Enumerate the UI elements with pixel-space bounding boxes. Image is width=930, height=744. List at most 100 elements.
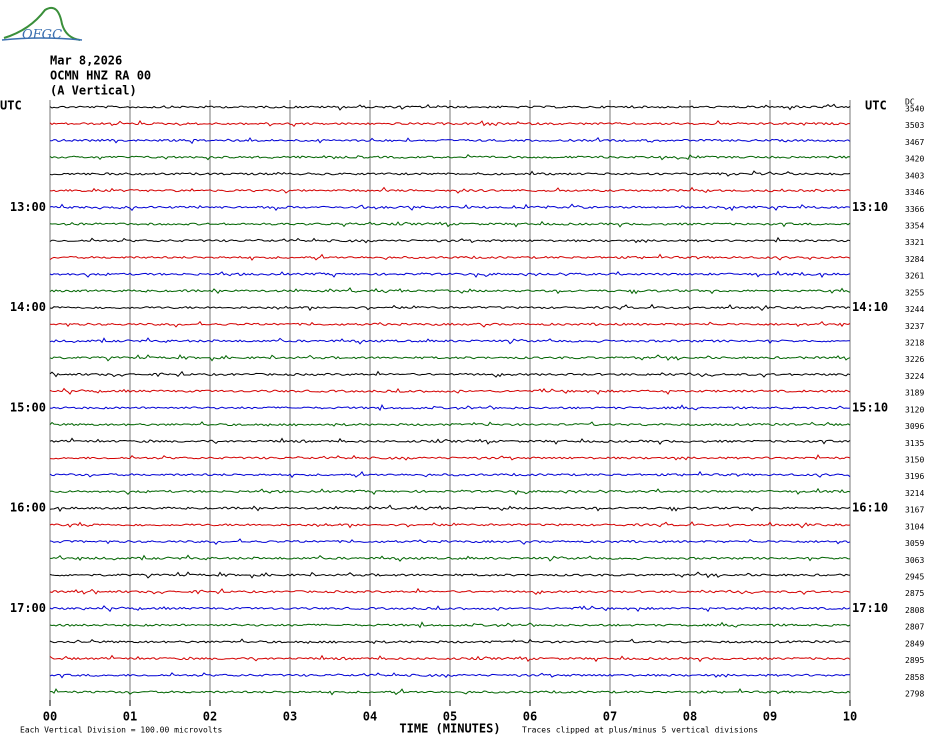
trace	[49, 320, 851, 328]
dc-value: 3196	[905, 472, 924, 481]
dc-value: 3135	[905, 439, 924, 448]
x-axis-title: TIME (MINUTES)	[399, 722, 500, 736]
trace	[49, 303, 851, 312]
dc-value: 2895	[905, 656, 924, 665]
dc-value: 2849	[905, 639, 924, 648]
dc-value: 2798	[905, 690, 924, 699]
x-tick-label: 04	[363, 710, 377, 724]
dc-value: 2808	[905, 606, 924, 615]
trace	[49, 403, 851, 412]
trace	[49, 220, 851, 228]
dc-value: 2945	[905, 573, 924, 582]
trace	[49, 337, 851, 345]
x-tick-label: 07	[603, 710, 617, 724]
right-time-label: 17:10	[852, 601, 888, 615]
trace	[49, 504, 851, 512]
left-time-label: 15:00	[10, 400, 46, 414]
trace	[49, 370, 851, 378]
labels: 00 01 02 03 04 05 06 07 08 09 10 3540 3503 3467 3420 34…	[10, 105, 925, 724]
x-tick-label: 00	[43, 710, 57, 724]
grid	[49, 100, 851, 706]
x-tick-label: 02	[203, 710, 217, 724]
x-tick-label: 06	[523, 710, 537, 724]
dc-value: 3244	[905, 305, 924, 314]
station: OCMN HNZ RA 00	[50, 69, 151, 83]
trace	[49, 521, 851, 529]
dc-value: 3540	[905, 105, 924, 114]
dc-value: 3237	[905, 322, 924, 331]
dc-value: 3096	[905, 422, 924, 431]
trace	[49, 638, 851, 645]
trace	[50, 554, 851, 562]
right-time-label: 16:10	[852, 501, 888, 515]
trace	[49, 454, 851, 461]
trace	[49, 203, 851, 212]
left-time-label: 16:00	[10, 501, 46, 515]
logo-mark	[1, 37, 83, 41]
dc-value: 3261	[905, 272, 924, 281]
trace	[49, 571, 851, 579]
trace	[49, 153, 851, 161]
dc-value: 3189	[905, 389, 924, 398]
dc-value: 3255	[905, 288, 924, 297]
right-time-label: 13:10	[852, 200, 888, 214]
dc-value: 3218	[905, 339, 924, 348]
dc-value: 3354	[905, 222, 924, 231]
trace	[49, 437, 851, 445]
x-tick-label: 01	[123, 710, 137, 724]
logo: OFGC	[1, 6, 83, 43]
trace	[49, 103, 851, 111]
dc-value: 2807	[905, 623, 924, 632]
trace	[49, 470, 851, 479]
trace	[49, 605, 851, 613]
logo-text: OFGC	[22, 28, 62, 43]
trace	[49, 487, 851, 496]
trace	[49, 654, 851, 663]
dc-value: 3214	[905, 489, 924, 498]
dc-value: 3224	[905, 372, 924, 381]
left-time-label: 14:00	[10, 300, 46, 314]
dc-value: 3420	[905, 155, 924, 164]
dc-value: 3503	[905, 121, 924, 130]
trace	[49, 170, 851, 177]
component: (A Vertical)	[50, 84, 137, 98]
dc-value: 2875	[905, 589, 924, 598]
dc-value: 3150	[905, 456, 924, 465]
dc-value: 3366	[905, 205, 924, 214]
dc-value: 3120	[905, 405, 924, 414]
right-time-label: 14:10	[852, 300, 888, 314]
left-time-label: 13:00	[10, 200, 46, 214]
trace	[49, 136, 851, 145]
trace	[49, 387, 851, 395]
dc-value: 3063	[905, 556, 924, 565]
x-tick-label: 10	[843, 710, 857, 724]
trace	[49, 186, 851, 194]
trace	[49, 621, 851, 629]
trace	[49, 587, 851, 596]
dc-value: 3284	[905, 255, 924, 264]
dc-value: 3059	[905, 539, 924, 548]
x-tick-label: 08	[683, 710, 697, 724]
dc-value: 3104	[905, 522, 924, 531]
traces	[49, 103, 851, 696]
date: Mar 8,2026	[50, 54, 122, 68]
x-tick-label: 05	[443, 710, 457, 724]
dc-value: 3403	[905, 171, 924, 180]
trace	[49, 270, 851, 278]
dc-value: 3321	[905, 238, 924, 247]
x-tick-label: 09	[763, 710, 777, 724]
dc-value: 3226	[905, 355, 924, 364]
trace	[49, 538, 851, 545]
dc-value: 3167	[905, 506, 924, 515]
trace	[49, 119, 850, 128]
trace	[49, 253, 851, 261]
dc-value: 3467	[905, 138, 924, 147]
dc-value: 2858	[905, 673, 924, 682]
x-tick-label: 03	[283, 710, 297, 724]
logo-mark	[3, 6, 81, 41]
trace	[49, 354, 851, 362]
right-axis-title: UTC	[865, 99, 887, 113]
dc-label: DC	[905, 98, 915, 107]
left-axis-title: UTC	[0, 99, 22, 113]
